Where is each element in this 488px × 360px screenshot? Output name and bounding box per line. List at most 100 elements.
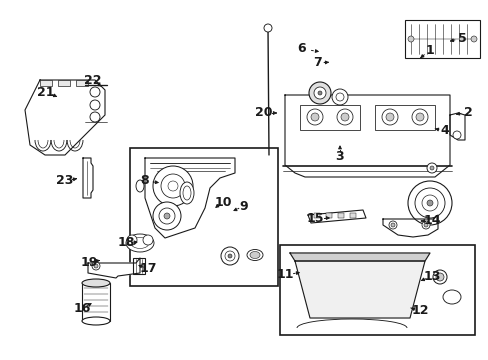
Bar: [40, 80, 52, 86]
Bar: [404, 20, 479, 58]
Text: 6: 6: [297, 42, 305, 55]
Circle shape: [415, 113, 423, 121]
Circle shape: [90, 112, 100, 122]
Circle shape: [161, 174, 184, 198]
Circle shape: [153, 202, 181, 230]
Polygon shape: [294, 261, 424, 318]
Polygon shape: [382, 215, 437, 237]
Circle shape: [92, 262, 100, 270]
Bar: [299, 105, 359, 130]
Text: 8: 8: [141, 175, 149, 188]
Circle shape: [90, 100, 100, 110]
Polygon shape: [289, 253, 429, 261]
Text: 14: 14: [423, 215, 440, 228]
Text: 1: 1: [425, 44, 433, 57]
Ellipse shape: [126, 234, 154, 252]
Polygon shape: [145, 158, 235, 238]
Circle shape: [426, 163, 436, 173]
Ellipse shape: [442, 290, 460, 304]
Text: 18: 18: [117, 237, 134, 249]
Circle shape: [429, 166, 433, 170]
Circle shape: [264, 24, 271, 32]
Bar: [349, 213, 355, 218]
Circle shape: [317, 91, 321, 95]
Circle shape: [435, 273, 443, 281]
Circle shape: [142, 235, 153, 245]
Circle shape: [168, 181, 178, 191]
Bar: [313, 213, 319, 218]
Ellipse shape: [249, 252, 260, 258]
Bar: [325, 213, 331, 218]
Text: 21: 21: [37, 85, 55, 99]
Circle shape: [313, 87, 325, 99]
Text: 16: 16: [73, 302, 90, 315]
Text: 3: 3: [335, 150, 344, 163]
Circle shape: [335, 93, 343, 101]
Text: 20: 20: [255, 107, 272, 120]
Ellipse shape: [131, 238, 149, 248]
Polygon shape: [83, 158, 93, 198]
Text: 15: 15: [305, 211, 323, 225]
Circle shape: [421, 195, 437, 211]
Text: 4: 4: [440, 125, 448, 138]
Circle shape: [127, 235, 137, 245]
Bar: [280, 245, 474, 335]
Circle shape: [308, 82, 330, 104]
Polygon shape: [285, 95, 449, 177]
Circle shape: [331, 89, 347, 105]
Circle shape: [221, 247, 239, 265]
Circle shape: [414, 188, 444, 218]
Ellipse shape: [183, 186, 191, 200]
Circle shape: [411, 109, 427, 125]
Text: 10: 10: [214, 195, 231, 208]
Text: 17: 17: [139, 262, 157, 275]
Polygon shape: [88, 258, 140, 278]
Text: 22: 22: [84, 75, 102, 87]
Text: 11: 11: [276, 269, 293, 282]
Text: 19: 19: [80, 256, 98, 269]
Circle shape: [381, 109, 397, 125]
Text: 9: 9: [239, 199, 248, 212]
Circle shape: [432, 270, 446, 284]
Circle shape: [94, 264, 98, 268]
Polygon shape: [449, 113, 464, 140]
Text: 13: 13: [423, 270, 440, 283]
Text: 2: 2: [463, 105, 471, 118]
Circle shape: [163, 213, 170, 219]
Ellipse shape: [246, 249, 263, 261]
Circle shape: [310, 113, 318, 121]
Circle shape: [159, 208, 175, 224]
Circle shape: [340, 113, 348, 121]
Ellipse shape: [82, 317, 110, 325]
Circle shape: [390, 223, 394, 227]
Bar: [133, 258, 145, 274]
Circle shape: [306, 109, 323, 125]
Circle shape: [407, 181, 451, 225]
Ellipse shape: [136, 180, 143, 192]
Circle shape: [227, 254, 231, 258]
Circle shape: [385, 113, 393, 121]
Bar: [130, 148, 278, 286]
Bar: [76, 80, 88, 86]
Polygon shape: [307, 210, 365, 223]
Ellipse shape: [82, 279, 110, 287]
Circle shape: [452, 131, 460, 139]
Circle shape: [336, 109, 352, 125]
Bar: [374, 105, 434, 130]
Text: 12: 12: [410, 305, 428, 318]
Bar: [82, 283, 110, 321]
Circle shape: [426, 200, 432, 206]
Circle shape: [153, 166, 193, 206]
Circle shape: [421, 221, 429, 229]
Circle shape: [407, 36, 413, 42]
Polygon shape: [25, 80, 105, 155]
Circle shape: [423, 223, 427, 227]
Text: 5: 5: [457, 31, 466, 45]
Circle shape: [224, 251, 235, 261]
Text: 23: 23: [56, 175, 74, 188]
Circle shape: [90, 87, 100, 97]
Ellipse shape: [180, 182, 194, 204]
Bar: [58, 80, 70, 86]
Circle shape: [388, 221, 396, 229]
Text: 7: 7: [312, 57, 321, 69]
